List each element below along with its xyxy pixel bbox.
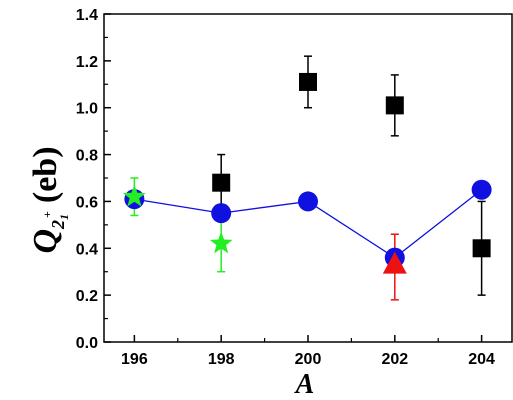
x-tick-label: 204 [468, 351, 495, 368]
y-tick-label: 0.4 [76, 241, 98, 258]
circle-point [211, 203, 232, 224]
square-point [212, 173, 231, 192]
y-tick-label: 0.6 [76, 194, 98, 211]
y-axis-label-subsubscript: 1 [57, 214, 71, 220]
y-axis-label: Q21+ (eb) [27, 146, 71, 253]
y-tick-label: 1.2 [76, 54, 98, 71]
circle-point [298, 191, 318, 212]
star-point [209, 231, 233, 254]
triangle-point [382, 251, 407, 274]
ticks [104, 13, 483, 343]
square-point [299, 72, 317, 91]
circle-point [471, 179, 492, 200]
x-tick-label: 202 [381, 351, 408, 368]
tick-labels: 196 198 200 202 204 0.0 0.2 0.4 0.6 0.8 1.0 1.2 1.4 [76, 7, 495, 368]
y-axis-label-unit: (eb) [27, 146, 64, 203]
y-axis-label-text: Q21+ (eb) [27, 146, 71, 253]
square-point [385, 96, 404, 115]
x-tick-label: 196 [121, 351, 148, 368]
y-tick-label: 0.0 [76, 335, 98, 352]
y-axis-label-subscript: 2 [48, 220, 68, 230]
y-tick-label: 0.8 [76, 148, 98, 165]
y-tick-label: 1.0 [76, 101, 98, 118]
y-axis-label-symbol: Q [27, 229, 64, 254]
x-tick-label: 198 [208, 351, 235, 368]
y-tick-label: 1.4 [76, 7, 98, 24]
x-axis-label: A [294, 369, 315, 400]
x-tick-label: 200 [295, 351, 322, 368]
square-point [472, 239, 491, 258]
data-marks [122, 55, 492, 301]
y-axis-label-superscript: + [40, 211, 54, 218]
y-tick-label: 0.2 [76, 288, 98, 305]
star-point [122, 184, 146, 207]
